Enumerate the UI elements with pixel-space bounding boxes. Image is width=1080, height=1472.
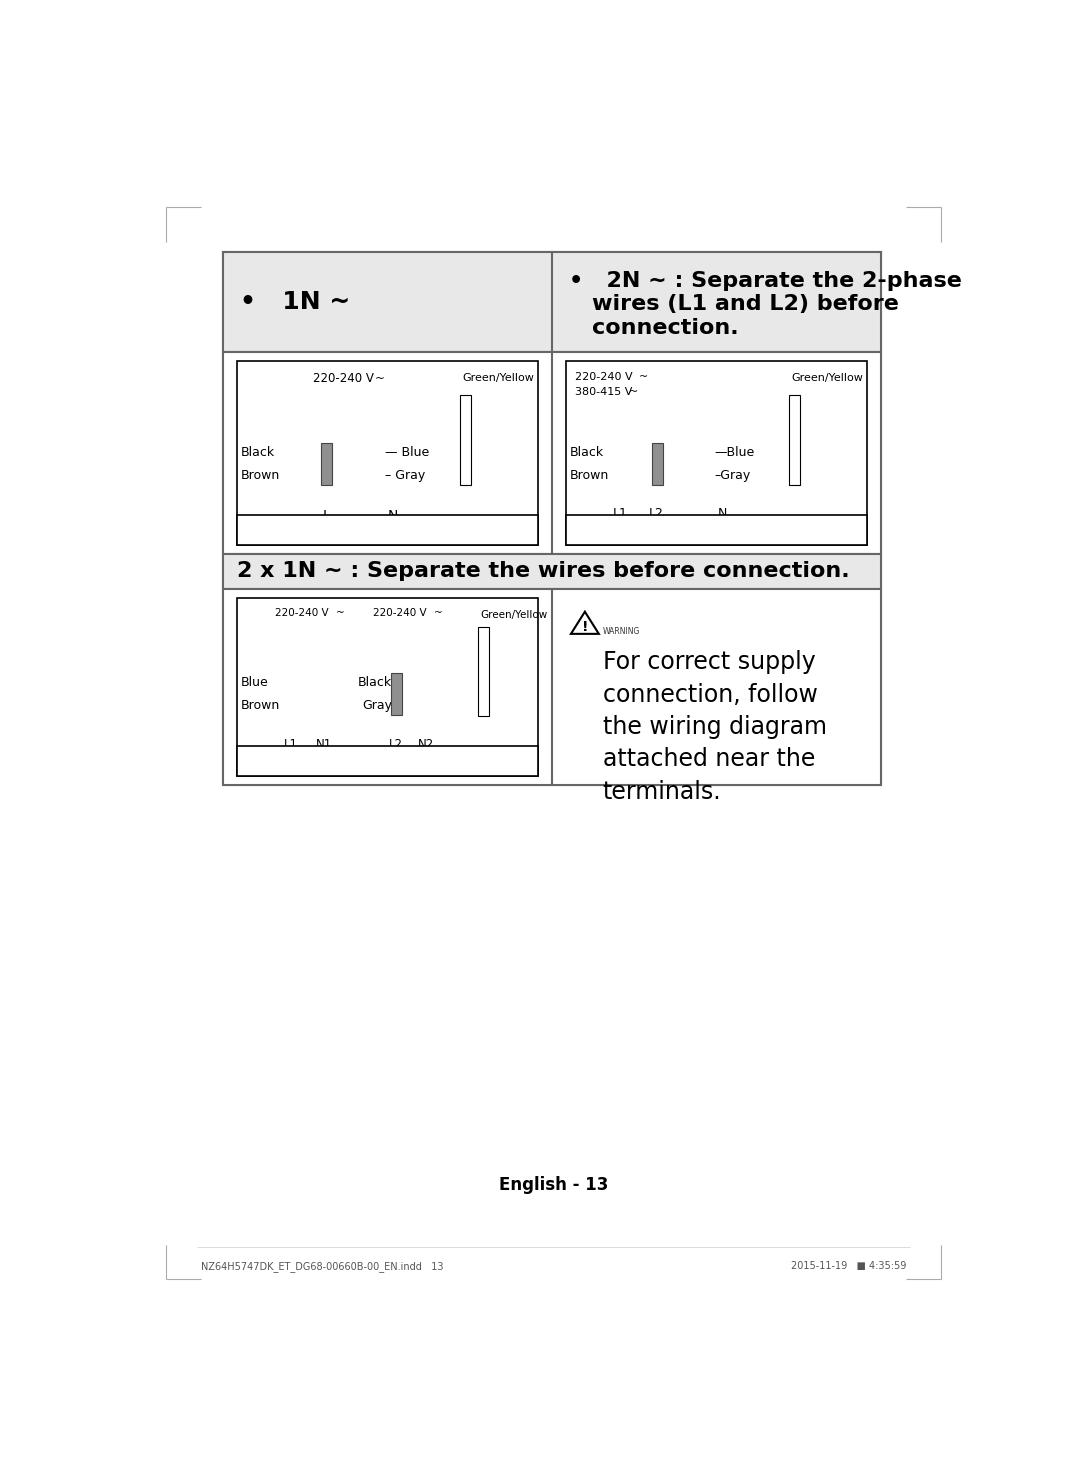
Text: — Blue: — Blue [386, 446, 430, 459]
Bar [237, 746, 538, 776]
Bar [237, 362, 538, 545]
Text: Brown: Brown [569, 470, 609, 481]
Text: L2: L2 [648, 508, 663, 521]
Text: 2015-11-19   ■ 4:35:59: 2015-11-19 ■ 4:35:59 [791, 1262, 906, 1272]
Bar [566, 362, 866, 545]
Text: ~: ~ [433, 608, 443, 618]
Text: the wiring diagram: the wiring diagram [603, 715, 826, 739]
Text: – Gray: – Gray [386, 470, 426, 481]
Text: •   1N ~: • 1N ~ [240, 290, 350, 314]
Text: Gray: Gray [362, 699, 392, 712]
Text: NZ64H5747DK_ET_DG68-00660B-00_EN.indd   13: NZ64H5747DK_ET_DG68-00660B-00_EN.indd 13 [201, 1260, 444, 1272]
Bar [478, 627, 489, 717]
Text: Blue: Blue [241, 676, 268, 689]
Text: 32A        1N ~: 32A 1N ~ [244, 521, 393, 540]
Text: ~: ~ [639, 372, 648, 381]
Text: ~: ~ [629, 387, 638, 397]
Text: Black: Black [241, 446, 275, 459]
Text: Green/Yellow: Green/Yellow [462, 374, 535, 383]
Text: 380-415 V: 380-415 V [575, 387, 632, 397]
Bar [566, 515, 866, 545]
Text: !: ! [582, 620, 589, 634]
Text: N: N [717, 508, 727, 521]
Text: L1: L1 [284, 739, 298, 751]
Text: N1: N1 [315, 739, 332, 751]
Text: Black: Black [569, 446, 604, 459]
Bar [222, 252, 880, 352]
Text: 220-240 V: 220-240 V [575, 372, 633, 381]
Text: –Gray: –Gray [714, 470, 751, 481]
Text: 220-240 V: 220-240 V [373, 608, 427, 618]
Text: Green/Yellow: Green/Yellow [792, 374, 863, 383]
Text: connection.: connection. [592, 318, 739, 337]
Text: ~: ~ [375, 372, 384, 384]
Text: L2: L2 [390, 739, 403, 751]
Bar [391, 673, 402, 715]
Text: English - 13: English - 13 [499, 1176, 608, 1194]
Text: 220-240 V: 220-240 V [313, 372, 374, 384]
Bar [222, 352, 880, 553]
Bar [788, 396, 800, 486]
Text: ~: ~ [336, 608, 345, 618]
Text: WARNING: WARNING [603, 627, 640, 636]
Bar [237, 598, 538, 776]
Text: N: N [388, 509, 399, 523]
Bar [222, 553, 880, 589]
Text: wires (L1 and L2) before: wires (L1 and L2) before [592, 294, 899, 315]
Text: Green/Yellow: Green/Yellow [481, 609, 548, 620]
Text: Black: Black [357, 676, 392, 689]
Bar [237, 515, 538, 545]
Text: •   2N ~ : Separate the 2-phase: • 2N ~ : Separate the 2-phase [568, 271, 961, 291]
Text: 220-240 V: 220-240 V [275, 608, 328, 618]
Bar [322, 443, 333, 484]
Text: Brown: Brown [241, 699, 280, 712]
Text: attached near the: attached near the [603, 748, 815, 771]
Text: 16A        2N ~: 16A 2N ~ [573, 521, 723, 540]
Text: connection, follow: connection, follow [603, 683, 818, 707]
Text: 16A        2 x 1N ~: 16A 2 x 1N ~ [244, 752, 433, 770]
Text: N2: N2 [418, 739, 434, 751]
Bar [222, 252, 880, 785]
Bar [652, 443, 663, 484]
Text: terminals.: terminals. [603, 780, 721, 804]
Bar [460, 396, 471, 486]
Text: —Blue: —Blue [714, 446, 755, 459]
Bar [222, 589, 880, 785]
Text: 2 x 1N ~ : Separate the wires before connection.: 2 x 1N ~ : Separate the wires before con… [237, 561, 849, 581]
Text: L1: L1 [612, 508, 627, 521]
Text: For correct supply: For correct supply [603, 651, 815, 674]
Text: Brown: Brown [241, 470, 281, 481]
Text: L: L [323, 509, 330, 523]
